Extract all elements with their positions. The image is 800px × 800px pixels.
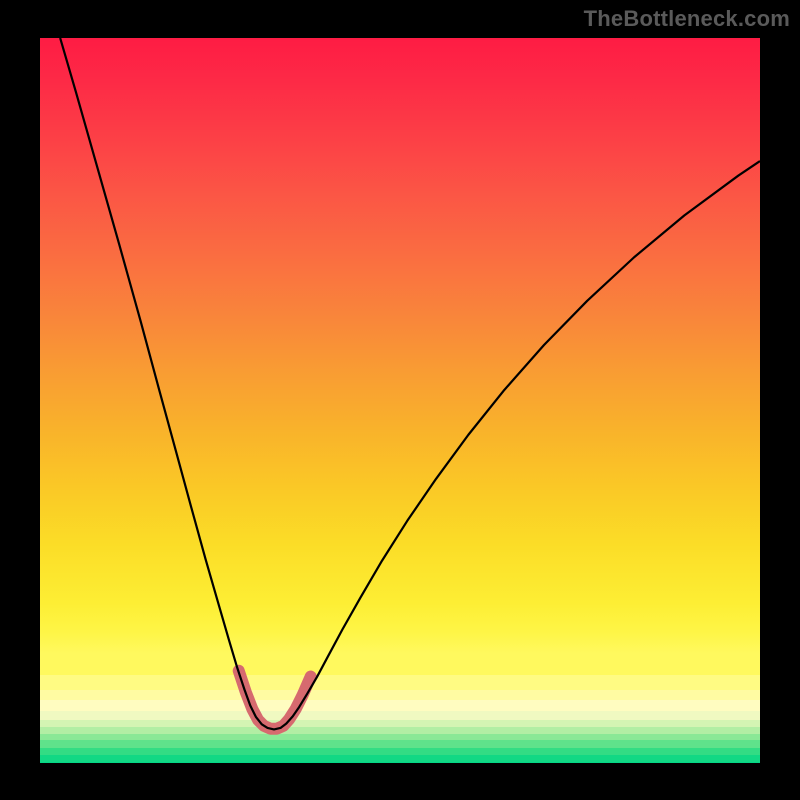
gradient-stripe — [40, 720, 760, 727]
background-gradient — [40, 38, 760, 762]
watermark-text: TheBottleneck.com — [584, 6, 790, 32]
gradient-stripe — [40, 762, 760, 763]
chart-container: TheBottleneck.com — [0, 0, 800, 800]
gradient-stripe — [40, 700, 760, 711]
gradient-stripe — [40, 748, 760, 755]
gradient-stripe — [40, 675, 760, 690]
gradient-stripe — [40, 653, 760, 675]
gradient-stripe — [40, 727, 760, 734]
gradient-stripe — [40, 711, 760, 720]
gradient-stripe — [40, 740, 760, 748]
gradient-stripe — [40, 690, 760, 700]
gradient-stripe — [40, 755, 760, 762]
plot-area — [40, 38, 760, 762]
